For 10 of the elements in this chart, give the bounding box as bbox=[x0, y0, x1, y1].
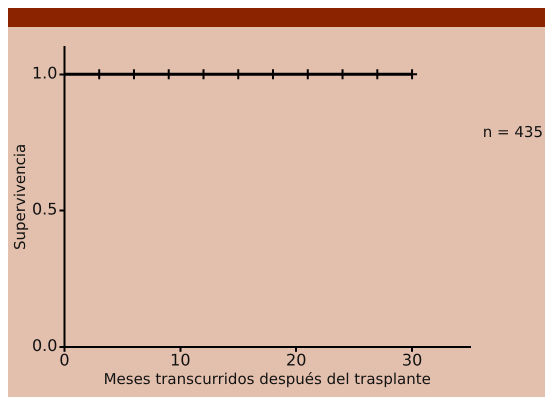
x-tick-label: 10 bbox=[170, 350, 190, 370]
y-tick-label: 0.0 bbox=[32, 336, 58, 355]
x-axis-title: Meses transcurridos después del trasplante bbox=[104, 370, 431, 388]
y-tick-label: 1.0 bbox=[32, 63, 58, 82]
y-tick-label: 0.5 bbox=[32, 200, 58, 219]
y-axis-title: Supervivencia bbox=[10, 144, 29, 250]
x-tick-label: 30 bbox=[402, 350, 422, 370]
x-tick-label: 0 bbox=[59, 350, 70, 370]
x-tick-label: 20 bbox=[286, 350, 306, 370]
text: n = 435 bbox=[482, 123, 543, 141]
